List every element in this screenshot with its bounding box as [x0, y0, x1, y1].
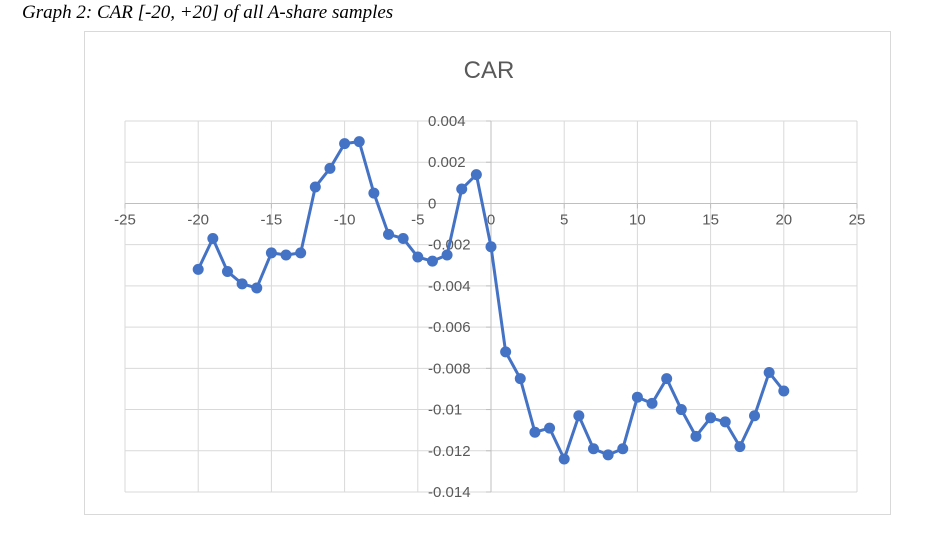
- x-tick-label: 10: [629, 211, 646, 228]
- data-point: [675, 404, 687, 416]
- y-tick-label: 0: [428, 195, 436, 212]
- x-tick-label: -15: [261, 211, 283, 228]
- data-point: [544, 422, 556, 434]
- data-point: [207, 232, 219, 244]
- x-tick-label: -25: [114, 211, 136, 228]
- data-point: [295, 247, 307, 259]
- data-point: [456, 183, 468, 195]
- y-tick-label: 0.002: [428, 154, 466, 171]
- x-tick-label: 0: [487, 211, 495, 228]
- y-tick-label: -0.01: [428, 402, 462, 419]
- x-tick-label: -5: [411, 211, 424, 228]
- data-point: [383, 228, 395, 240]
- y-tick-label: -0.004: [428, 278, 471, 295]
- data-point: [763, 366, 775, 378]
- data-point: [412, 251, 424, 263]
- data-point: [573, 410, 585, 422]
- data-point: [690, 430, 702, 442]
- chart-area: CAR 0.004 0.002 0 -0.002 -0.004 -0.006 -0.008-…: [84, 31, 891, 515]
- x-tick-label: -10: [334, 211, 356, 228]
- data-point: [529, 426, 541, 438]
- x-tick-label: 20: [775, 211, 792, 228]
- data-point: [192, 263, 204, 275]
- data-point: [353, 136, 365, 148]
- figure-caption: Graph 2: CAR [-20, +20] of all A-share s…: [22, 2, 394, 23]
- data-point: [719, 416, 731, 428]
- x-tick-label: -20: [187, 211, 209, 228]
- y-tick-label: -0.008: [428, 360, 471, 377]
- car-scatter-chart: CAR 0.0040.0020-0.002-0.004-0.006-0.008-…: [114, 57, 865, 501]
- x-tick-label: 15: [702, 211, 719, 228]
- data-point: [734, 441, 746, 453]
- data-point: [470, 169, 482, 181]
- data-point: [778, 385, 790, 397]
- x-tick-label: 25: [849, 211, 866, 228]
- data-point: [251, 282, 263, 294]
- y-tick-label: 0.004: [428, 113, 466, 130]
- data-point: [631, 391, 643, 403]
- data-point: [558, 453, 570, 465]
- data-point: [500, 346, 512, 358]
- axes: [124, 120, 858, 493]
- x-tick-label: 5: [560, 211, 568, 228]
- data-point: [265, 247, 277, 259]
- data-point: [749, 410, 761, 422]
- y-tick-label: -0.014: [428, 484, 471, 501]
- data-point: [280, 249, 292, 261]
- x-tick-labels: -25 -20 -15 -10 -5 0 5 10 15 20 25: [114, 211, 865, 228]
- data-point: [705, 412, 717, 424]
- data-point: [646, 397, 658, 409]
- data-point: [514, 373, 526, 385]
- data-point: [587, 443, 599, 455]
- data-point: [617, 443, 629, 455]
- data-point: [397, 232, 409, 244]
- series-car: [192, 136, 790, 465]
- data-point: [221, 265, 233, 277]
- y-tick-labels: 0.0040.0020-0.002-0.004-0.006-0.008-0.01…: [428, 113, 471, 501]
- y-tick-label: -0.012: [428, 443, 471, 460]
- data-point: [309, 181, 321, 193]
- y-tick-label: -0.006: [428, 319, 471, 336]
- data-point: [441, 249, 453, 261]
- data-point: [485, 241, 497, 253]
- chart-title: CAR: [464, 57, 515, 84]
- data-point: [236, 278, 248, 290]
- data-point: [426, 255, 438, 267]
- data-point: [368, 187, 380, 199]
- data-point: [339, 138, 351, 150]
- data-point: [602, 449, 614, 461]
- data-point: [661, 373, 673, 385]
- data-point: [324, 162, 336, 174]
